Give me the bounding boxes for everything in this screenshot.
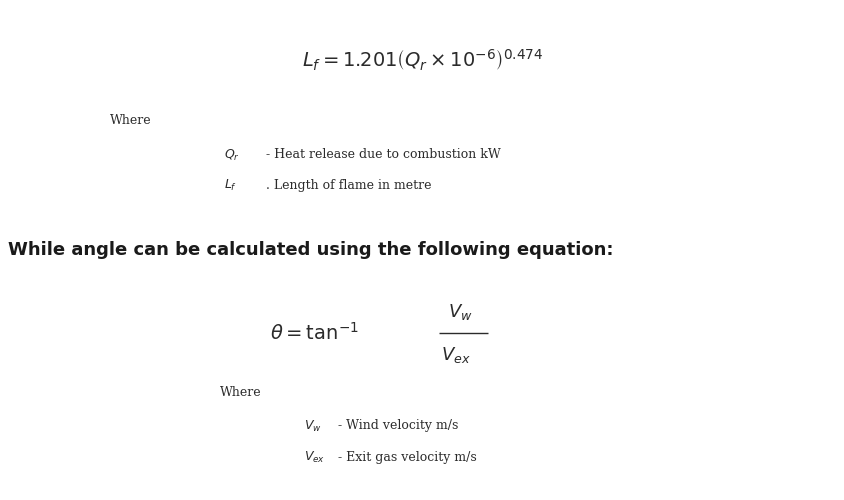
Text: $V_{ex}$: $V_{ex}$ <box>441 345 471 365</box>
Text: $L_{f} = 1.201\left(Q_{r} \times 10^{-6}\right)^{0.474}$: $L_{f} = 1.201\left(Q_{r} \times 10^{-6}… <box>301 48 543 72</box>
Text: $L_{f}$: $L_{f}$ <box>224 178 237 192</box>
Text: $Q_{r}$: $Q_{r}$ <box>224 148 240 162</box>
Text: $\theta = \tan^{-1}$: $\theta = \tan^{-1}$ <box>270 322 359 344</box>
Text: - Heat release due to combustion kW: - Heat release due to combustion kW <box>266 148 500 162</box>
Text: $V_{w}$: $V_{w}$ <box>304 418 322 434</box>
Text: $V_{ex}$: $V_{ex}$ <box>304 450 325 465</box>
Text: - Wind velocity m/s: - Wind velocity m/s <box>333 420 457 432</box>
Text: - Exit gas velocity m/s: - Exit gas velocity m/s <box>333 451 476 464</box>
Text: Where: Where <box>219 386 261 399</box>
Text: $V_{w}$: $V_{w}$ <box>447 302 473 322</box>
Text: Where: Where <box>110 114 151 126</box>
Text: While angle can be calculated using the following equation:: While angle can be calculated using the … <box>8 241 614 259</box>
Text: . Length of flame in metre: . Length of flame in metre <box>266 178 431 192</box>
